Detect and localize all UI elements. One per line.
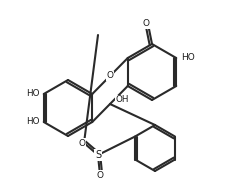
Text: S: S [95,150,101,160]
Text: O: O [106,71,114,81]
Text: HO: HO [181,54,195,63]
Text: O: O [143,20,150,28]
Text: OH: OH [115,96,128,105]
Text: HO: HO [26,117,40,127]
Text: HO: HO [26,89,40,97]
Text: O: O [79,139,86,147]
Text: O: O [96,170,104,180]
